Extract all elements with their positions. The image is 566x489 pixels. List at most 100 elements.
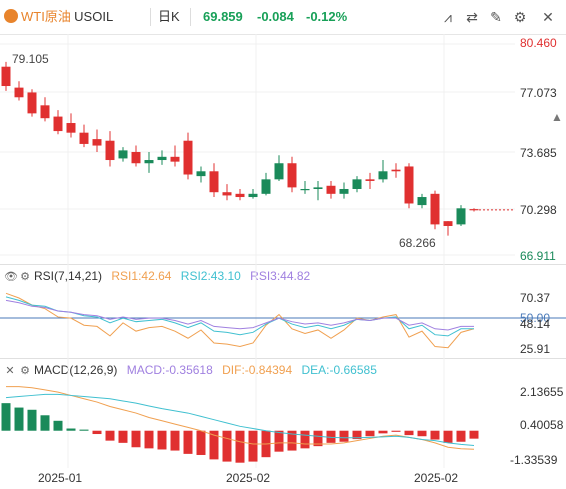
macd-histogram-bar <box>1 403 11 431</box>
rsi-axis-label: 48.14 <box>520 317 551 331</box>
macd-histogram-bar <box>326 430 336 443</box>
candle-body <box>404 166 414 204</box>
candle-body <box>40 105 50 119</box>
price-axis-label: 73.685 <box>520 146 557 160</box>
candle-body <box>53 116 63 132</box>
candle-body <box>170 156 180 162</box>
macd-axis-label: 2.13655 <box>520 385 564 399</box>
price-change: -0.084 <box>257 9 294 24</box>
symbol-name: WTI原油 <box>21 9 71 24</box>
rsi-axis-label: 25.91 <box>520 342 551 356</box>
dif-value: DIF:-0.84394 <box>222 363 293 377</box>
candle-body <box>391 169 401 172</box>
macd-histogram-bar <box>53 420 63 431</box>
symbol-icon <box>4 9 18 23</box>
draw-line-icon[interactable]: ⇄ <box>466 9 478 25</box>
rsi-legend: 👁 ⚙ RSI(7,14,21) RSI1:42.64 RSI2:43.10 RSI… <box>4 268 310 284</box>
macd-histogram-bar <box>66 428 76 431</box>
candle-body <box>1 66 11 87</box>
candle-body <box>183 140 193 175</box>
candle-body <box>339 188 349 194</box>
macd-histogram-bar <box>352 430 362 440</box>
candle-body <box>118 150 128 159</box>
macd-title: MACD(12,26,9) <box>34 363 118 377</box>
macd-histogram-bar <box>118 430 128 443</box>
macd-histogram-bar <box>274 430 284 452</box>
symbol-code: USOIL <box>74 9 114 24</box>
rsi3-value: RSI3:44.82 <box>250 269 311 283</box>
macd-histogram-bar <box>209 430 219 460</box>
candle-body <box>105 140 115 161</box>
macd-histogram-bar <box>287 430 297 451</box>
candle-body <box>430 193 440 225</box>
macd-histogram-bar <box>14 407 24 431</box>
price-change-percent: -0.12% <box>306 9 348 24</box>
candle-body <box>300 188 310 191</box>
macd-histogram-bar <box>92 430 102 435</box>
candle-body <box>365 179 375 181</box>
candle-body <box>326 185 336 194</box>
macd-histogram-bar <box>300 430 310 449</box>
macd-histogram-bar <box>404 430 414 436</box>
macd-histogram-bar <box>378 430 388 434</box>
macd-histogram-bar <box>391 430 401 432</box>
price-axis-label: 77.073 <box>520 86 557 100</box>
macd-histogram-bar <box>235 430 245 463</box>
candle-body <box>417 197 427 206</box>
candle-body <box>66 123 76 133</box>
high-price-marker: 79.105 <box>12 52 49 66</box>
close-icon[interactable]: ✕ <box>5 365 15 377</box>
price-axis-label: 66.911 <box>520 249 556 263</box>
macd-histogram-bar <box>131 430 141 448</box>
period-selector[interactable]: 日K <box>158 9 180 24</box>
macd-histogram-bar <box>248 430 258 462</box>
panel-divider <box>0 358 566 359</box>
macd-histogram-bar <box>430 430 440 440</box>
chart-toolbar: WTI原油 USOIL 日K 69.859 -0.084 -0.12% ⩘ ⇄ … <box>0 0 566 35</box>
macd-line-dif <box>6 386 475 450</box>
indicator-icon[interactable]: ⩘ <box>444 9 452 25</box>
macd-histogram-bar <box>183 430 193 454</box>
macd-histogram-bar <box>469 430 479 439</box>
panel-divider <box>0 264 566 265</box>
time-axis-label: 2025-02 <box>414 471 459 485</box>
price-axis-label: 70.298 <box>520 203 557 217</box>
candle-body <box>274 163 284 180</box>
macd-histogram-bar <box>417 430 427 437</box>
symbol-selector[interactable]: WTI原油 USOIL <box>4 8 113 26</box>
pen-icon[interactable]: ✎ <box>490 9 502 25</box>
macd-histogram-bar <box>222 430 232 462</box>
macd-line-dea <box>5 393 475 446</box>
rsi2-value: RSI2:43.10 <box>180 269 241 283</box>
rsi1-value: RSI1:42.64 <box>111 269 172 283</box>
candle-body <box>261 179 271 194</box>
macd-histogram-bar <box>144 430 154 449</box>
eye-icon[interactable]: 👁 <box>4 271 18 283</box>
dea-value: DEA:-0.66585 <box>301 363 377 377</box>
candle-body <box>209 171 219 193</box>
gear-icon[interactable]: ⚙ <box>20 271 30 283</box>
candle-body <box>313 187 323 189</box>
macd-histogram-bar <box>170 430 180 451</box>
candle-body <box>196 171 206 177</box>
macd-histogram-bar <box>27 409 37 431</box>
candle-body <box>92 139 102 146</box>
macd-axis-label: -1.33539 <box>510 453 558 467</box>
candle-body <box>378 171 388 180</box>
gear-icon[interactable]: ⚙ <box>20 365 30 377</box>
rsi-line-rsi2 <box>5 296 474 337</box>
rsi-line-rsi1 <box>5 292 475 349</box>
macd-legend: ✕ ⚙ MACD(12,26,9) MACD:-0.35618 DIF:-0.843… <box>4 362 377 378</box>
macd-histogram-bar <box>157 430 167 450</box>
settings-icon[interactable]: ⚙ <box>513 9 527 25</box>
macd-histogram-bar <box>456 430 466 442</box>
macd-axis-label: 0.40058 <box>520 418 564 432</box>
last-price: 69.859 <box>203 9 243 24</box>
candle-body <box>79 132 89 144</box>
collapse-arrow-icon[interactable]: ▲ <box>551 110 563 124</box>
macd-histogram-bar <box>105 430 115 441</box>
close-icon[interactable]: ✕ <box>542 9 554 25</box>
candle-body <box>443 221 453 226</box>
rsi-axis-label: 70.37 <box>520 291 551 305</box>
